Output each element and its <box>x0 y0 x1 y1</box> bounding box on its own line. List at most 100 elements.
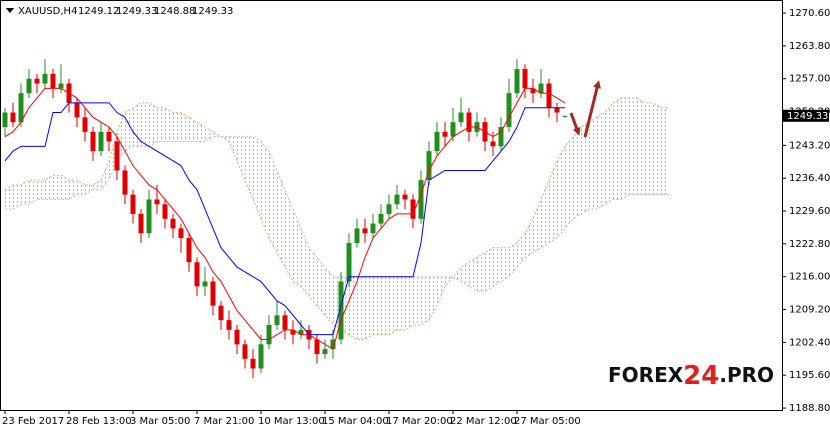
cloud-segment <box>125 107 133 152</box>
candle-body <box>186 238 192 263</box>
candle-body <box>210 281 216 306</box>
cloud-segment <box>101 160 109 190</box>
candle-body <box>242 344 248 359</box>
cloud-segment <box>157 107 165 142</box>
candle-body <box>322 349 328 354</box>
x-tick-label: 22 Mar 12:00 <box>450 416 517 427</box>
candle-body <box>386 204 392 214</box>
x-tick-label: 17 Mar 20:00 <box>386 416 453 427</box>
cloud-segment <box>5 184 13 210</box>
x-tick-label: 7 Mar 21:00 <box>194 416 254 427</box>
candle-body <box>330 339 336 350</box>
candle-body <box>162 204 168 219</box>
candle-body <box>370 223 376 234</box>
candle-body <box>234 329 240 345</box>
candle-body <box>226 320 232 330</box>
candle-body <box>26 78 32 94</box>
candle-body <box>394 194 400 205</box>
candle-body <box>538 83 544 94</box>
candle-body <box>546 83 552 108</box>
cloud-segment <box>29 180 37 205</box>
cloud-segment <box>149 102 157 147</box>
candle-body <box>98 131 104 152</box>
candle-body <box>122 170 128 195</box>
candle-body <box>338 281 344 340</box>
candle-body <box>378 213 384 224</box>
candle-body <box>346 242 352 282</box>
candle-body <box>138 213 144 234</box>
candle-body <box>442 131 448 137</box>
cloud-segment <box>629 98 637 195</box>
cloud-segment <box>365 276 373 340</box>
cloud-segment <box>621 98 629 200</box>
high-value: 1249.33 <box>116 6 157 17</box>
y-tick-label: 1270.60 <box>789 8 830 19</box>
cloud-segment <box>237 136 245 181</box>
candle-body <box>202 281 208 287</box>
senkou-span-b <box>5 136 669 292</box>
candle-body <box>82 117 88 132</box>
candle-body <box>250 358 256 369</box>
candle-body <box>58 83 64 89</box>
candle-body <box>274 315 280 326</box>
cloud-segment <box>413 276 421 326</box>
cloud-segment <box>637 98 645 195</box>
cloud-segment <box>133 102 141 147</box>
cloud-segment <box>37 180 45 200</box>
cloud-segment <box>253 136 261 219</box>
y-tick-label: 1229.60 <box>789 206 830 217</box>
y-tick-label: 1236.40 <box>789 173 830 184</box>
cloud-segment <box>165 107 173 142</box>
candle-body <box>490 141 496 147</box>
indicator-line <box>4 102 565 336</box>
x-tick-label: 28 Feb 13:00 <box>66 416 132 427</box>
x-tick-label: 23 Feb 2017 <box>2 416 64 427</box>
candle-body <box>194 262 200 287</box>
cloud-segment <box>589 117 597 210</box>
cloud-segment <box>77 180 85 195</box>
cloud-segment <box>13 184 21 210</box>
watermark-part: FOREX <box>608 363 684 387</box>
cloud-segment <box>69 180 77 200</box>
cloud-segment <box>517 233 525 268</box>
watermark-part: 24 <box>683 361 719 391</box>
cloud-segment <box>325 267 333 326</box>
cloud-segment <box>277 170 285 268</box>
cloud-segment <box>421 276 429 326</box>
cloud-segment <box>645 102 653 195</box>
candle-body <box>458 112 464 123</box>
candle-body <box>554 107 560 113</box>
close-value: 1249.33 <box>192 6 233 17</box>
candle-body <box>218 305 224 321</box>
cloud-segment <box>85 184 93 195</box>
cloud-segment <box>61 175 69 200</box>
arrow-down <box>569 112 581 136</box>
cloud-segment <box>493 247 501 287</box>
cloud-segment <box>661 107 669 195</box>
cloud-segment <box>261 141 269 239</box>
cloud-segment <box>45 175 53 200</box>
plot-frame <box>0 0 783 411</box>
cloud-segment <box>509 242 517 277</box>
cloud-segment <box>573 127 581 219</box>
candle-body <box>170 218 176 229</box>
y-tick-label: 1216.00 <box>789 272 830 283</box>
candle-body <box>506 93 512 128</box>
y-tick-label: 1188.80 <box>789 403 830 414</box>
y-tick-label: 1257.00 <box>789 74 830 85</box>
cloud-segment <box>469 257 477 292</box>
cloud-segment <box>501 247 509 282</box>
candle-body <box>90 131 96 152</box>
candle-body <box>298 329 304 335</box>
candle-body <box>146 199 152 234</box>
cloud-segment <box>597 112 605 210</box>
y-tick-label: 1209.20 <box>789 305 830 316</box>
cloud-segment <box>357 276 365 340</box>
arrow-up <box>583 80 601 138</box>
indicator-line <box>4 87 566 350</box>
watermark: FOREX24.PRO <box>608 361 774 391</box>
candle-body <box>114 141 120 171</box>
cloud-segment <box>197 122 205 142</box>
cloud-segment <box>301 228 309 297</box>
cloud-segment <box>317 257 325 316</box>
